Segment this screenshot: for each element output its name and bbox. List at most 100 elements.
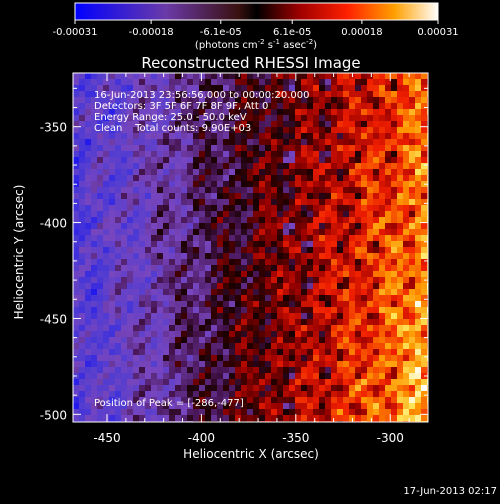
heatmap-cell (91, 403, 97, 409)
heatmap-cell (313, 235, 319, 241)
heatmap-cell (415, 223, 421, 229)
heatmap-cell (355, 379, 361, 385)
heatmap-cell (271, 241, 277, 247)
heatmap-cell (151, 187, 157, 193)
heatmap-cell (343, 175, 349, 181)
heatmap-cell (97, 301, 103, 307)
heatmap-cell (295, 319, 301, 325)
heatmap-cell (91, 397, 97, 403)
heatmap-cell (157, 301, 163, 307)
heatmap-cell (361, 367, 367, 373)
heatmap-cell (325, 403, 331, 409)
heatmap-cell (253, 355, 259, 361)
heatmap-cell (367, 133, 373, 139)
heatmap-cell (325, 337, 331, 343)
heatmap-cell (415, 259, 421, 265)
timestamp: 17-Jun-2013 02:17 (403, 486, 497, 497)
heatmap-cell (385, 415, 391, 421)
heatmap-cell (193, 355, 199, 361)
heatmap-cell (157, 145, 163, 151)
heatmap-cell (157, 253, 163, 259)
heatmap-cell (199, 175, 205, 181)
heatmap-cell (175, 205, 181, 211)
heatmap-cell (241, 367, 247, 373)
heatmap-cell (397, 301, 403, 307)
heatmap-cell (421, 115, 427, 121)
heatmap-cell (385, 121, 391, 127)
heatmap-cell (397, 181, 403, 187)
heatmap-cell (205, 139, 211, 145)
heatmap-cell (151, 181, 157, 187)
heatmap-cell (277, 295, 283, 301)
heatmap-cell (259, 133, 265, 139)
heatmap-cell (421, 163, 427, 169)
heatmap-cell (175, 97, 181, 103)
heatmap-cell (121, 349, 127, 355)
heatmap-cell (115, 253, 121, 259)
heatmap-cell (127, 97, 133, 103)
heatmap-cell (289, 169, 295, 175)
heatmap-cell (421, 103, 427, 109)
heatmap-cell (253, 337, 259, 343)
heatmap-cell (241, 151, 247, 157)
heatmap-cell (85, 301, 91, 307)
heatmap-cell (103, 181, 109, 187)
heatmap-cell (349, 205, 355, 211)
heatmap-cell (217, 409, 223, 415)
heatmap-cell (319, 259, 325, 265)
heatmap-cell (235, 181, 241, 187)
heatmap-cell (205, 235, 211, 241)
heatmap-cell (139, 319, 145, 325)
heatmap-cell (247, 253, 253, 259)
heatmap-cell (391, 409, 397, 415)
heatmap-cell (133, 415, 139, 421)
heatmap-cell (211, 181, 217, 187)
heatmap-cell (421, 223, 427, 229)
heatmap-cell (367, 145, 373, 151)
heatmap-cell (73, 343, 79, 349)
heatmap-cell (211, 403, 217, 409)
heatmap-cell (73, 259, 79, 265)
heatmap-cell (343, 193, 349, 199)
heatmap-cell (271, 163, 277, 169)
heatmap-cell (307, 97, 313, 103)
heatmap-cell (343, 211, 349, 217)
heatmap-cell (73, 331, 79, 337)
heatmap-cell (115, 403, 121, 409)
heatmap-cell (79, 313, 85, 319)
heatmap-cell (157, 247, 163, 253)
heatmap-cell (151, 331, 157, 337)
heatmap-cell (79, 109, 85, 115)
heatmap-cell (121, 259, 127, 265)
heatmap-cell (79, 79, 85, 85)
heatmap-cell (265, 229, 271, 235)
heatmap-cell (145, 289, 151, 295)
heatmap-cell (115, 307, 121, 313)
heatmap-cell (139, 133, 145, 139)
heatmap-cell (91, 157, 97, 163)
heatmap-cell (217, 139, 223, 145)
heatmap-cell (319, 79, 325, 85)
heatmap-cell (295, 145, 301, 151)
heatmap-cell (331, 355, 337, 361)
heatmap-cell (373, 277, 379, 283)
heatmap-cell (187, 259, 193, 265)
x-tick-label: -450 (93, 431, 120, 445)
heatmap-cell (421, 97, 427, 103)
heatmap-cell (157, 259, 163, 265)
heatmap-cell (289, 139, 295, 145)
heatmap-cell (259, 349, 265, 355)
heatmap-cell (253, 289, 259, 295)
heatmap-cell (253, 301, 259, 307)
heatmap-cell (109, 391, 115, 397)
heatmap-cell (289, 289, 295, 295)
heatmap-cell (169, 199, 175, 205)
heatmap-cell (259, 355, 265, 361)
heatmap-cell (385, 295, 391, 301)
heatmap-cell (403, 379, 409, 385)
heatmap-cell (415, 211, 421, 217)
heatmap-cell (403, 319, 409, 325)
heatmap-cell (247, 109, 253, 115)
heatmap-cell (283, 223, 289, 229)
heatmap-cell (229, 385, 235, 391)
